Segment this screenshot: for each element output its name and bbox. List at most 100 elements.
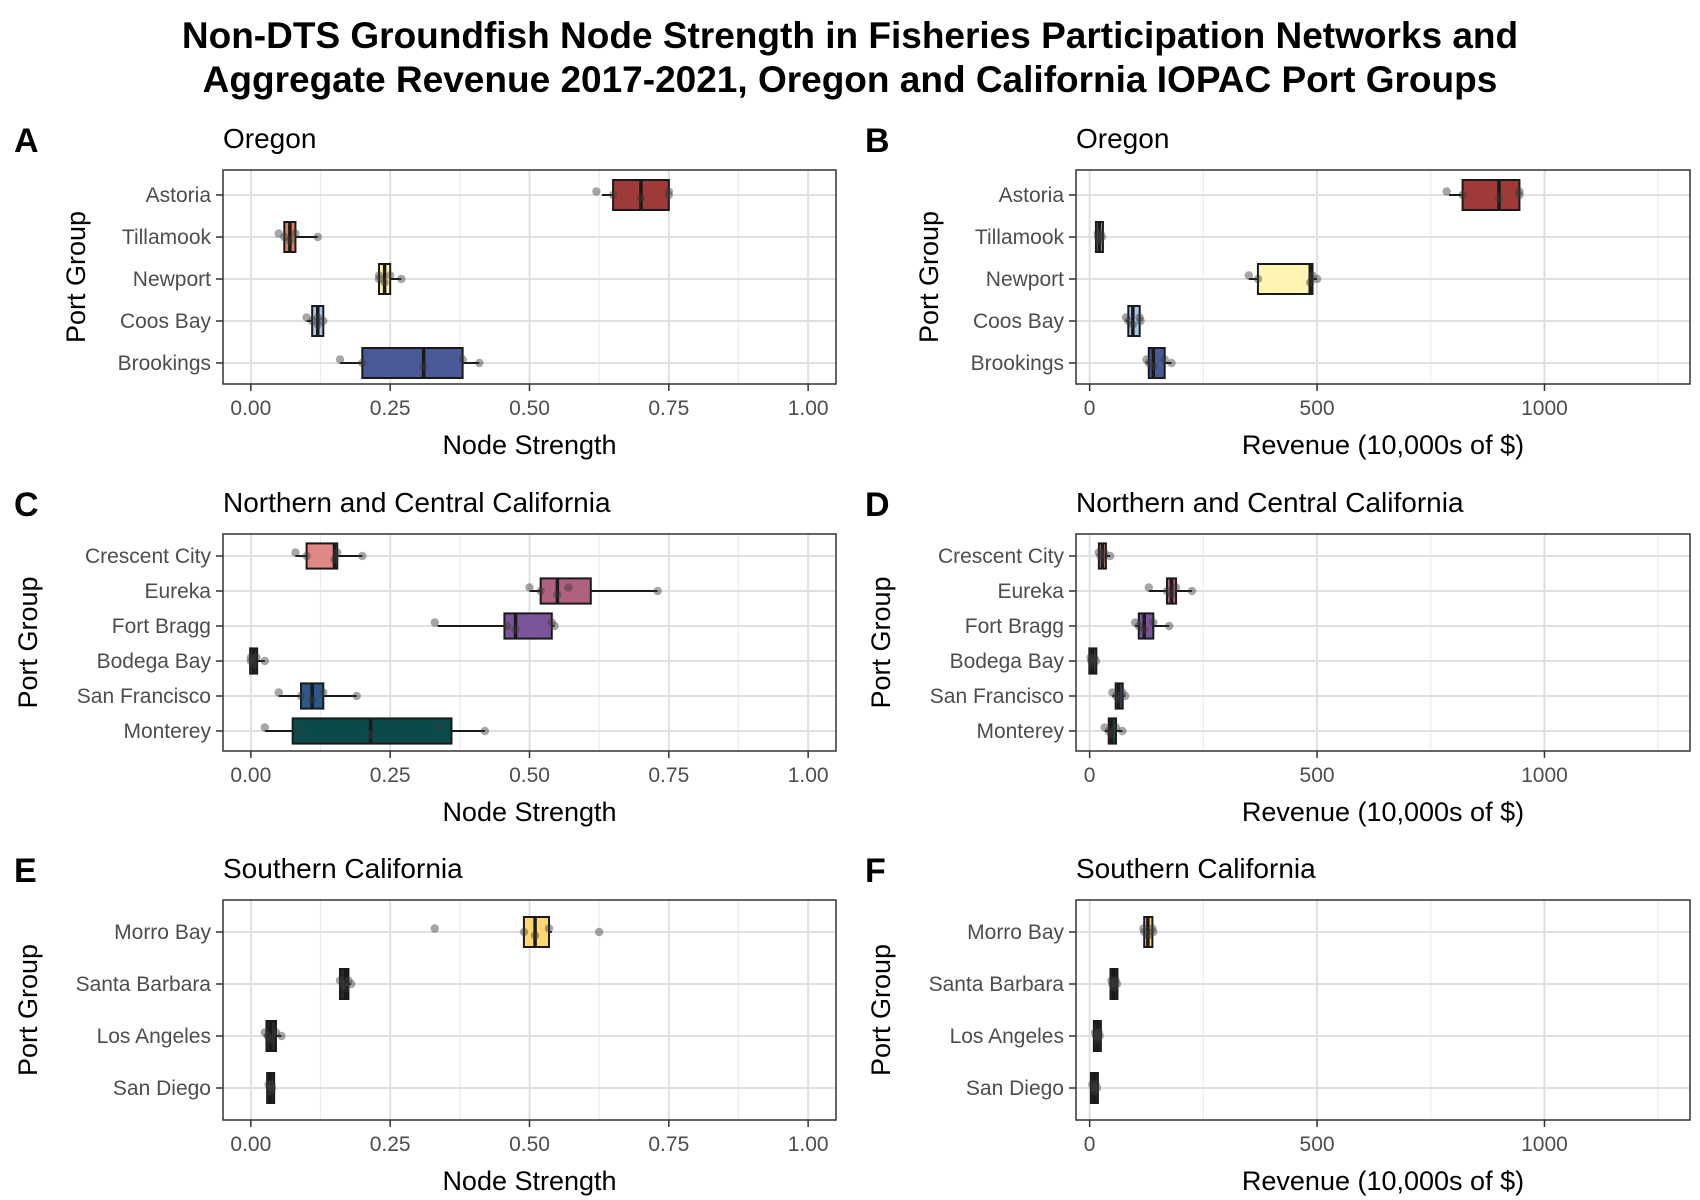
box-santa-barbara	[335, 968, 356, 1000]
x-tick-label: 1.00	[788, 1133, 829, 1156]
data-point	[274, 688, 283, 697]
data-point	[664, 190, 674, 200]
y-tick-label: Monterey	[123, 720, 211, 743]
data-point	[1142, 355, 1151, 364]
box-body	[305, 542, 339, 570]
data-point	[1130, 618, 1140, 627]
y-axis-title: Port Group	[914, 211, 944, 343]
panel-tag: D	[865, 486, 890, 524]
box-fort-bragg	[430, 612, 559, 640]
data-point	[1244, 271, 1254, 280]
data-point	[335, 976, 345, 985]
y-tick-label: Bodega Bay	[950, 650, 1065, 673]
data-point	[319, 688, 328, 697]
data-point	[374, 271, 384, 280]
panel-border	[1075, 533, 1691, 752]
data-point	[358, 358, 367, 368]
x-tick-label: 500	[1300, 397, 1335, 420]
box-fort-bragg	[1130, 612, 1174, 640]
data-point	[653, 586, 662, 596]
data-point	[366, 730, 375, 739]
data-point	[1096, 551, 1105, 561]
data-point	[1458, 190, 1467, 200]
y-tick-label: Brookings	[971, 352, 1064, 375]
data-point	[252, 653, 261, 662]
y-tick-label: Crescent City	[85, 545, 212, 568]
data-point	[1143, 931, 1153, 940]
box-body	[361, 347, 464, 379]
data-point	[1118, 726, 1127, 736]
y-tick-label: Eureka	[997, 580, 1064, 603]
data-point	[1108, 688, 1117, 697]
data-point	[1099, 548, 1109, 557]
data-point	[1094, 232, 1103, 242]
data-point	[536, 586, 545, 596]
figure-title-line-1: Non-DTS Groundfish Node Strength in Fish…	[181, 15, 1519, 56]
box-eureka	[1144, 577, 1197, 605]
y-tick-label: San Francisco	[77, 685, 211, 708]
data-point	[1515, 190, 1524, 200]
data-point	[511, 625, 520, 634]
data-point	[1089, 653, 1099, 662]
y-tick-label: Tillamook	[975, 226, 1065, 249]
x-tick-label: 0.50	[509, 1133, 550, 1156]
y-tick-label: Fort Bragg	[112, 615, 211, 638]
box-coos-bay	[1121, 305, 1145, 337]
data-point	[277, 1031, 286, 1041]
panel-tag: F	[865, 852, 886, 890]
box-newport	[1244, 263, 1322, 295]
data-point	[1149, 927, 1158, 937]
panel-subtitle: Southern California	[1076, 853, 1316, 884]
box-los-angeles	[260, 1020, 286, 1052]
plot-area	[1076, 534, 1690, 751]
data-point	[280, 232, 289, 242]
data-point	[397, 274, 406, 284]
data-point	[246, 656, 256, 666]
panel-border	[1075, 169, 1691, 385]
data-point	[1308, 271, 1317, 280]
x-axis-title: Revenue (10,000s of $)	[1242, 1166, 1524, 1196]
x-tick-label: 500	[1300, 1133, 1335, 1156]
y-tick-label: Bodega Bay	[97, 650, 212, 673]
box-bodega-bay	[246, 647, 269, 675]
box-morro-bay	[1139, 916, 1158, 948]
box-crescent-city	[1094, 542, 1115, 570]
x-tick-label: 0.25	[370, 397, 411, 420]
panel-subtitle: Northern and Central California	[1076, 487, 1464, 518]
box-san-diego	[264, 1072, 277, 1104]
data-point	[1094, 236, 1104, 245]
data-point	[319, 316, 328, 326]
y-tick-label: Santa Barbara	[76, 973, 212, 996]
data-point	[475, 358, 484, 368]
x-tick-label: 0.00	[230, 1133, 271, 1156]
data-point	[1118, 688, 1127, 697]
data-point	[1148, 924, 1157, 933]
data-point	[1121, 313, 1131, 322]
box-astoria	[1442, 179, 1524, 211]
data-point	[246, 653, 256, 662]
box-newport	[374, 263, 406, 295]
data-point	[1112, 979, 1122, 989]
data-point	[374, 274, 384, 284]
box-tillamook	[1093, 221, 1107, 253]
y-tick-label: Coos Bay	[973, 310, 1065, 333]
data-point	[592, 187, 601, 196]
panel-tag: A	[14, 122, 39, 160]
data-point	[291, 548, 300, 557]
data-point	[1104, 726, 1113, 736]
y-tick-label: Newport	[986, 268, 1064, 291]
data-point	[1128, 320, 1138, 329]
x-tick-label: 1000	[1521, 1133, 1568, 1156]
data-point	[436, 723, 445, 732]
data-point	[1120, 691, 1130, 701]
panel-tag: B	[865, 122, 890, 160]
data-point	[1167, 358, 1176, 368]
data-point	[1095, 1031, 1104, 1041]
data-point	[313, 232, 322, 242]
x-axis-title: Node Strength	[442, 797, 616, 827]
x-tick-label: 0.50	[509, 764, 550, 787]
panel-subtitle: Oregon	[1076, 123, 1169, 154]
data-point	[430, 618, 439, 627]
plot-area	[1076, 170, 1690, 384]
